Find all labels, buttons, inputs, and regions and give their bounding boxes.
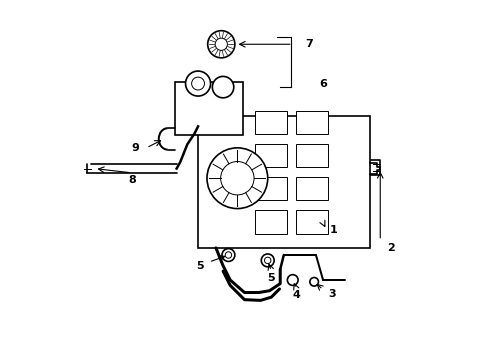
- Bar: [255, 144, 287, 167]
- Circle shape: [264, 257, 270, 264]
- Text: 3: 3: [327, 289, 335, 299]
- Circle shape: [207, 31, 234, 58]
- Circle shape: [287, 275, 298, 285]
- Circle shape: [206, 148, 267, 208]
- Text: 8: 8: [128, 175, 136, 185]
- Bar: [255, 111, 287, 134]
- Bar: [296, 177, 328, 201]
- Text: 9: 9: [131, 143, 139, 153]
- Text: 4: 4: [292, 290, 300, 300]
- Text: 6: 6: [319, 78, 326, 89]
- Bar: [296, 210, 328, 234]
- FancyBboxPatch shape: [198, 116, 369, 248]
- Circle shape: [261, 254, 274, 267]
- Circle shape: [309, 278, 318, 286]
- Circle shape: [222, 249, 234, 261]
- Circle shape: [225, 252, 231, 258]
- Text: 7: 7: [305, 39, 312, 49]
- Text: 5: 5: [196, 261, 203, 271]
- Circle shape: [220, 162, 254, 195]
- Bar: [296, 111, 328, 134]
- Circle shape: [185, 71, 210, 96]
- Circle shape: [212, 76, 233, 98]
- Bar: [255, 177, 287, 201]
- Circle shape: [191, 77, 204, 90]
- Circle shape: [215, 38, 227, 50]
- Bar: [296, 144, 328, 167]
- Text: 5: 5: [267, 273, 275, 283]
- Text: 1: 1: [329, 225, 337, 235]
- Text: 2: 2: [386, 243, 394, 253]
- Bar: [255, 210, 287, 234]
- FancyBboxPatch shape: [175, 82, 242, 135]
